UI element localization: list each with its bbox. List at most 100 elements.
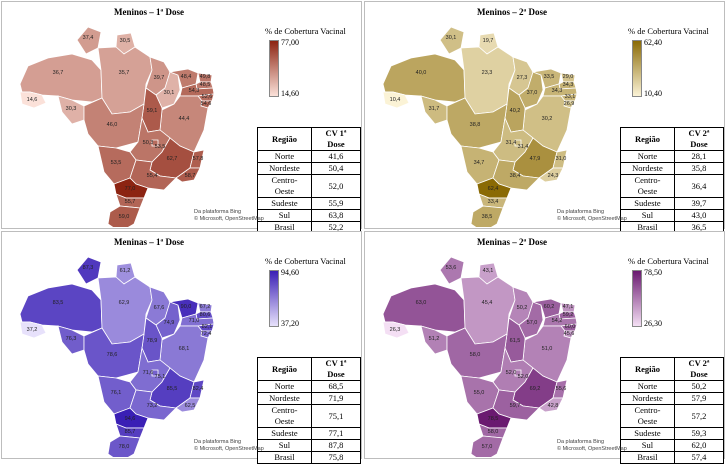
state-value-mg: 62,7 [167,156,178,162]
state-value-pa: 62,9 [119,300,130,306]
state-value-pi: 37,0 [527,90,538,96]
table-row: Brasil 75,8 [257,451,362,464]
table-row: Centro-Oeste 52,0 [257,174,362,198]
state-value-ba: 30,2 [542,116,553,122]
coverage-table: Região CV 2ª Dose Norte 28,1 Nordeste 35,8 … [620,127,725,234]
map-credit: Da plataforma Bing © Microsoft, OpenStree… [557,209,627,222]
cell-region: Sudeste [257,427,312,440]
credit-line-2: © Microsoft, OpenStreetMap [557,215,627,222]
state-value-am: 83,5 [53,300,64,306]
cell-region: Norte [620,380,675,393]
cell-region: Norte [257,380,312,393]
cell-region: Brasil [257,451,312,464]
state-value-rr: 53,6 [446,265,457,271]
state-value-pa: 45,4 [482,300,493,306]
state-value-pi: 57,0 [527,320,538,326]
cell-value: 59,3 [673,427,725,440]
state-value-sc: 58,0 [488,429,499,435]
state-value-se: 72,4 [201,331,212,337]
cell-region: Nordeste [620,162,675,175]
cell-region: Sudeste [257,197,312,210]
cell-region: Nordeste [257,392,312,405]
table-row: Norte 68,5 [257,380,362,393]
table-row: Nordeste 71,9 [257,392,362,405]
cell-region: Sul [257,439,312,452]
state-df [151,369,159,377]
state-value-pr: 62,4 [488,186,499,192]
cell-value: 50,4 [310,162,362,175]
state-rj [538,397,564,413]
state-value-to: 78,9 [147,338,158,344]
coverage-table: Região CV 1ª Dose Norte 68,5 Nordeste 71,9 … [257,357,362,464]
panel-title: Meninos – 1ª Dose [114,7,184,17]
state-value-ma: 39,7 [154,75,165,81]
state-value-rs: 78,0 [119,444,130,450]
cell-region: Nordeste [620,392,675,405]
state-sc [478,193,508,209]
cell-region: Norte [620,150,675,163]
state-value-mt: 38,8 [470,122,481,128]
state-value-rn: 47,1 [563,304,574,310]
state-rs [470,205,504,227]
state-value-rr: 37,4 [83,35,94,41]
state-value-ms: 53,5 [111,160,122,166]
state-value-ap: 43,1 [483,268,494,274]
state-value-am: 40,0 [416,70,427,76]
panel-title: Meninas – 2ª Dose [477,237,547,247]
legend-min: 26,30 [644,319,662,328]
state-value-sc: 85,7 [125,429,136,435]
state-value-rj: 62,5 [185,403,196,409]
state-value-ap: 61,2 [120,268,131,274]
state-value-ba: 51,0 [542,346,553,352]
state-value-pb: 80,6 [200,312,211,318]
credit-line-2: © Microsoft, OpenStreetMap [557,445,627,452]
table-row: Sul 63,8 [257,209,362,222]
state-value-ro: 31,7 [429,106,440,112]
state-value-es: 82,4 [193,386,204,392]
state-value-mt: 58,0 [470,352,481,358]
col-region: Região [257,357,312,381]
cell-value: 62,0 [673,439,725,452]
state-value-pb: 34,3 [563,82,574,88]
state-value-ba: 68,1 [179,346,190,352]
state-value-se: 54,6 [201,101,212,107]
state-value-sp: 38,4 [510,173,521,179]
state-value-sc: 33,4 [488,199,499,205]
state-value-pe: 71,0 [189,318,200,324]
state-df [514,369,522,377]
map-credit: Da plataforma Bing © Microsoft, OpenStree… [194,209,264,222]
state-value-rj: 24,3 [548,173,559,179]
state-rj [538,167,564,183]
state-value-ap: 30,5 [120,38,131,44]
cell-value: 28,1 [673,150,725,163]
table-row: Sul 43,0 [620,209,725,222]
legend-title: % de Cobertura Vacinal [628,256,709,266]
state-rr [439,26,465,55]
credit-line-1: Da plataforma Bing [557,439,605,445]
state-value-df: 75,1 [155,374,166,380]
state-value-ma: 67,6 [154,305,165,311]
table-header: Região CV 2ª Dose [620,127,725,151]
legend-gradient [632,270,642,327]
legend-gradient [269,270,279,327]
state-value-ac: 10,4 [390,97,401,103]
state-rs [107,435,141,457]
table-row: Sudeste 39,7 [620,197,725,210]
state-value-es: 31,0 [556,156,567,162]
table-row: Centro-Oeste 57,2 [620,404,725,428]
state-value-ce: 48,4 [181,74,192,80]
state-value-pr: 78,5 [488,416,499,422]
col-region: Região [620,357,675,381]
panel-meninas-dose1: 87,3 61,2 83,5 62,9 37,2 76,3 67,6 74,9 90,0 67,2… [1,231,362,464]
coverage-table: Região CV 2ª Dose Norte 50,2 Nordeste 57,9 … [620,357,725,464]
credit-line-1: Da plataforma Bing [194,439,242,445]
state-df [151,139,159,147]
legend-max: 77,00 [281,38,299,47]
state-rs [470,435,504,457]
cell-region: Centro-Oeste [620,174,675,198]
state-value-al: 52,6 [202,94,213,100]
state-value-rj: 58,7 [185,173,196,179]
state-value-ce: 33,5 [544,74,555,80]
cell-value: 41,6 [310,150,362,163]
cell-value: 75,1 [310,404,362,428]
